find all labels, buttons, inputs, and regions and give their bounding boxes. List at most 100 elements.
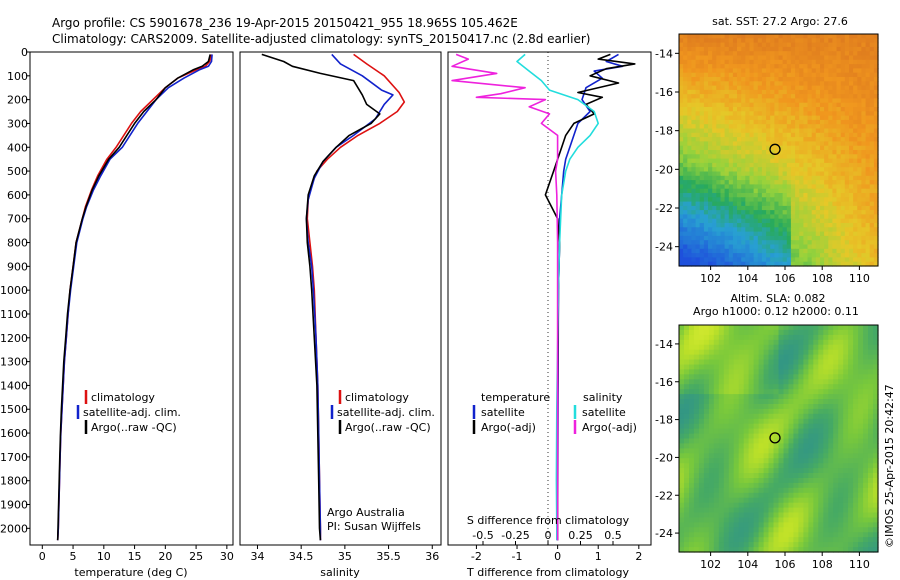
sla-cell: [743, 443, 750, 449]
sla-cell: [708, 329, 715, 336]
map-y-tick-label: -18: [655, 414, 673, 427]
sla-cell: [803, 428, 809, 435]
sst-cell: [869, 150, 875, 155]
sst-cell: [836, 158, 842, 164]
sla-cell: [758, 438, 765, 444]
sst-cell: [770, 55, 775, 61]
sla-cell: [684, 329, 690, 336]
sla-cell: [693, 532, 700, 538]
sla-cell: [813, 418, 819, 425]
sst-cell: [741, 210, 746, 215]
sst-cell: [782, 132, 788, 138]
sst-cell: [770, 162, 775, 168]
sst-cell: [712, 145, 717, 151]
sst-cell: [716, 107, 721, 112]
sst-cell: [865, 46, 871, 52]
sst-cell: [799, 188, 804, 194]
sla-cell: [713, 458, 720, 464]
sla-cell: [848, 507, 854, 514]
sla-cell: [813, 542, 819, 548]
sst-cell: [844, 188, 850, 194]
sla-cell: [679, 497, 685, 504]
sla-cell: [873, 507, 879, 514]
sst-cell: [708, 218, 713, 224]
sst-cell: [873, 188, 879, 194]
sst-cell: [865, 223, 871, 228]
sla-cell: [833, 502, 839, 509]
sst-cell: [728, 38, 734, 44]
sst-cell: [786, 240, 792, 246]
sst-cell: [861, 218, 867, 224]
sla-cell: [728, 404, 735, 410]
sst-cell: [799, 218, 804, 224]
sla-cell: [748, 507, 755, 514]
sla-cell: [863, 379, 869, 385]
sst-cell: [728, 141, 734, 147]
sst-cell: [712, 72, 717, 78]
sst-cell: [703, 184, 709, 190]
sla-cell: [853, 492, 859, 499]
sst-cell: [873, 261, 879, 267]
sla-cell: [873, 453, 879, 459]
sst-cell: [853, 55, 858, 61]
sla-cell: [703, 349, 710, 356]
sla-cell: [793, 527, 799, 533]
sla-cell: [838, 522, 844, 528]
sst-cell: [741, 193, 746, 198]
sla-cell: [848, 468, 854, 474]
sla-cell: [773, 453, 780, 459]
sla-cell: [848, 527, 854, 533]
sla-cell: [823, 532, 829, 538]
sst-cell: [857, 102, 862, 108]
sst-cell: [828, 231, 833, 237]
sst-cell: [761, 175, 767, 181]
sst-cell: [720, 59, 726, 65]
sla-cell: [713, 507, 720, 514]
sla-cell: [728, 527, 735, 533]
sst-cell: [720, 46, 726, 52]
sla-cell: [873, 522, 879, 528]
sla-cell: [783, 374, 790, 380]
sla-cell: [778, 443, 785, 449]
sst-cell: [861, 89, 867, 95]
sst-cell: [716, 214, 721, 220]
sla-cell: [733, 423, 740, 430]
sst-cell: [732, 227, 738, 233]
sla-cell: [763, 394, 770, 400]
sla-cell: [818, 502, 824, 509]
s-tick-label: 0.5: [604, 529, 622, 542]
sla-cell: [713, 527, 720, 533]
sst-cell: [695, 51, 701, 57]
sst-cell: [782, 72, 788, 78]
sst-cell: [720, 180, 726, 185]
sla-cell: [723, 443, 730, 449]
sst-cell: [712, 253, 717, 258]
sst-cell: [853, 102, 858, 108]
sst-cell: [737, 89, 742, 95]
sla-cell: [684, 532, 690, 538]
sst-cell: [757, 81, 763, 87]
sst-cell: [861, 154, 867, 160]
sst-cell: [811, 55, 817, 61]
sla-cell: [698, 344, 705, 351]
sla-cell: [733, 507, 740, 514]
sst-cell: [687, 145, 692, 151]
sst-cell: [861, 244, 867, 250]
sla-cell: [778, 532, 785, 538]
sst-cell: [699, 81, 705, 87]
sst-cell: [840, 94, 846, 99]
sst-cell: [786, 51, 792, 57]
sla-map-frame: [678, 324, 879, 553]
sla-cell: [873, 497, 879, 504]
sst-cell: [832, 115, 838, 121]
sst-cell: [840, 34, 846, 39]
sst-cell: [695, 257, 701, 263]
sst-cell: [757, 223, 763, 228]
sla-cell: [868, 325, 874, 331]
sst-cell: [749, 175, 755, 181]
sst-cell: [695, 193, 701, 198]
sst-cell: [844, 257, 850, 263]
sla-cell: [728, 478, 735, 484]
sst-cell: [703, 64, 709, 69]
sla-cell: [713, 502, 720, 509]
